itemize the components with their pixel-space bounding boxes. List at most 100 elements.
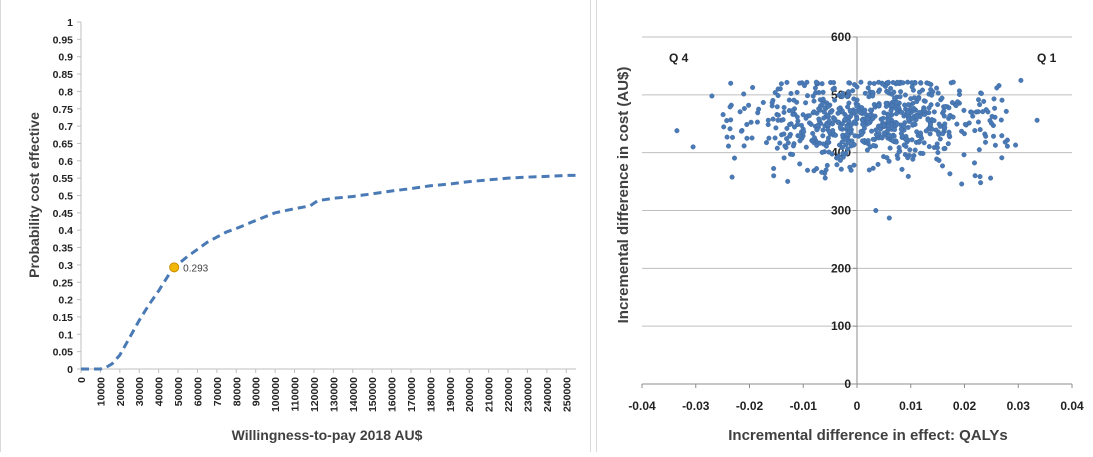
scatter-point xyxy=(988,175,994,181)
scatter-point xyxy=(929,92,935,98)
x-tick-label: 50000 xyxy=(173,377,185,406)
scatter-point xyxy=(922,98,928,104)
scatter-point xyxy=(798,122,804,128)
y-tick-label: 0.85 xyxy=(53,69,74,81)
x-tick-label: 230000 xyxy=(522,377,534,412)
scatter-point xyxy=(794,89,800,95)
scatter-point xyxy=(873,127,879,133)
scatter-point xyxy=(835,119,841,125)
scatter-point xyxy=(769,100,775,106)
scatter-point xyxy=(931,118,937,124)
y-axis-title: Incremental difference in cost (AU$) xyxy=(615,67,632,324)
scatter-point xyxy=(845,146,851,152)
scatter-point xyxy=(830,86,836,92)
x-tick-label: -0.04 xyxy=(628,399,656,413)
scatter-point xyxy=(839,145,845,151)
scatter-point xyxy=(886,117,892,123)
scatter-point xyxy=(765,122,771,128)
scatter-point xyxy=(978,90,984,96)
scatter-point xyxy=(810,93,816,99)
scatter-point xyxy=(991,96,997,102)
scatter-point xyxy=(788,90,794,96)
scatter-point xyxy=(962,121,968,127)
x-tick-label: 0.01 xyxy=(899,399,923,413)
scatter-point xyxy=(738,128,744,134)
scatter-point xyxy=(987,118,993,124)
scatter-point xyxy=(870,136,876,142)
scatter-point xyxy=(803,100,809,106)
scatter-point xyxy=(887,145,893,151)
scatter-point xyxy=(774,104,780,110)
scatter-point xyxy=(969,109,975,115)
scatter-point xyxy=(905,79,911,85)
scatter-point xyxy=(886,132,892,138)
y-tick-label: 0.7 xyxy=(58,121,73,133)
scatter-point xyxy=(727,126,733,132)
scatter-point xyxy=(943,103,949,109)
scatter-point xyxy=(881,110,887,116)
highlight-point xyxy=(169,262,180,273)
scatter-point xyxy=(975,119,981,125)
scatter-point xyxy=(804,93,810,99)
scatter-point xyxy=(899,109,905,115)
scatter-point xyxy=(765,117,771,123)
scatter-point xyxy=(905,155,911,161)
scatter-point xyxy=(859,105,865,111)
scatter-point xyxy=(772,135,778,141)
scatter-point xyxy=(926,80,932,86)
scatter-point xyxy=(820,127,826,133)
scatter-point xyxy=(772,90,778,96)
scatter-point xyxy=(797,138,803,144)
scatter-point xyxy=(820,133,826,139)
scatter-point xyxy=(941,108,947,114)
x-tick-label: 0.03 xyxy=(1007,399,1031,413)
scatter-point xyxy=(890,79,896,85)
scatter-point xyxy=(959,181,965,187)
scatter-point xyxy=(838,166,844,172)
y-tick-label: 0.75 xyxy=(53,104,74,116)
scatter-point xyxy=(884,89,890,95)
y-axis-title: Probability cost effective xyxy=(26,112,42,278)
scatter-point xyxy=(875,103,881,109)
scatter-point xyxy=(905,109,911,115)
scatter-point xyxy=(729,174,735,180)
scatter-point xyxy=(923,128,929,134)
scatter-point xyxy=(881,154,887,160)
scatter-point xyxy=(819,81,825,87)
ceac-chart: 0 0.05 0.1 0.15 0.2 0.25 0.3 0.35 0.4 0.45 0.5 0.55… xyxy=(26,17,576,443)
scatter-point xyxy=(947,113,953,119)
scatter-point xyxy=(812,85,818,91)
scatter-point xyxy=(775,112,781,118)
scatter-point xyxy=(811,109,817,115)
scatter-point xyxy=(811,98,817,104)
scatter-point xyxy=(836,106,842,112)
scatter-point xyxy=(854,116,860,122)
scatter-point xyxy=(916,138,922,144)
scatter-point xyxy=(819,101,825,107)
y-tick-label: 0.45 xyxy=(53,208,74,220)
scatter-point xyxy=(846,80,852,86)
scatter-point xyxy=(806,113,812,119)
x-tick-label: 90000 xyxy=(251,377,263,406)
scatter-point xyxy=(1002,139,1008,145)
scatter-point xyxy=(869,128,875,134)
scatter-point xyxy=(816,89,822,95)
scatter-point xyxy=(835,110,841,116)
scatter-point xyxy=(814,142,820,148)
scatter-point xyxy=(748,119,754,125)
scatter-point xyxy=(922,111,928,117)
y-tick-label: 0.2 xyxy=(58,295,73,307)
scatter-point xyxy=(977,174,983,180)
scatter-point xyxy=(804,167,810,173)
x-axis-title: Incremental difference in effect: QALYs xyxy=(728,427,1008,444)
scatter-point xyxy=(867,112,873,118)
y-tick-label: 0.9 xyxy=(58,52,73,64)
scatter-point xyxy=(934,141,940,147)
scatter-point xyxy=(851,82,857,88)
scatter-point xyxy=(895,155,901,161)
scatter-point xyxy=(801,129,807,135)
x-tick-label: -0.02 xyxy=(736,399,764,413)
scatter-point xyxy=(978,180,984,186)
scatter-point xyxy=(811,135,817,141)
x-tick-label: 110000 xyxy=(290,377,302,412)
